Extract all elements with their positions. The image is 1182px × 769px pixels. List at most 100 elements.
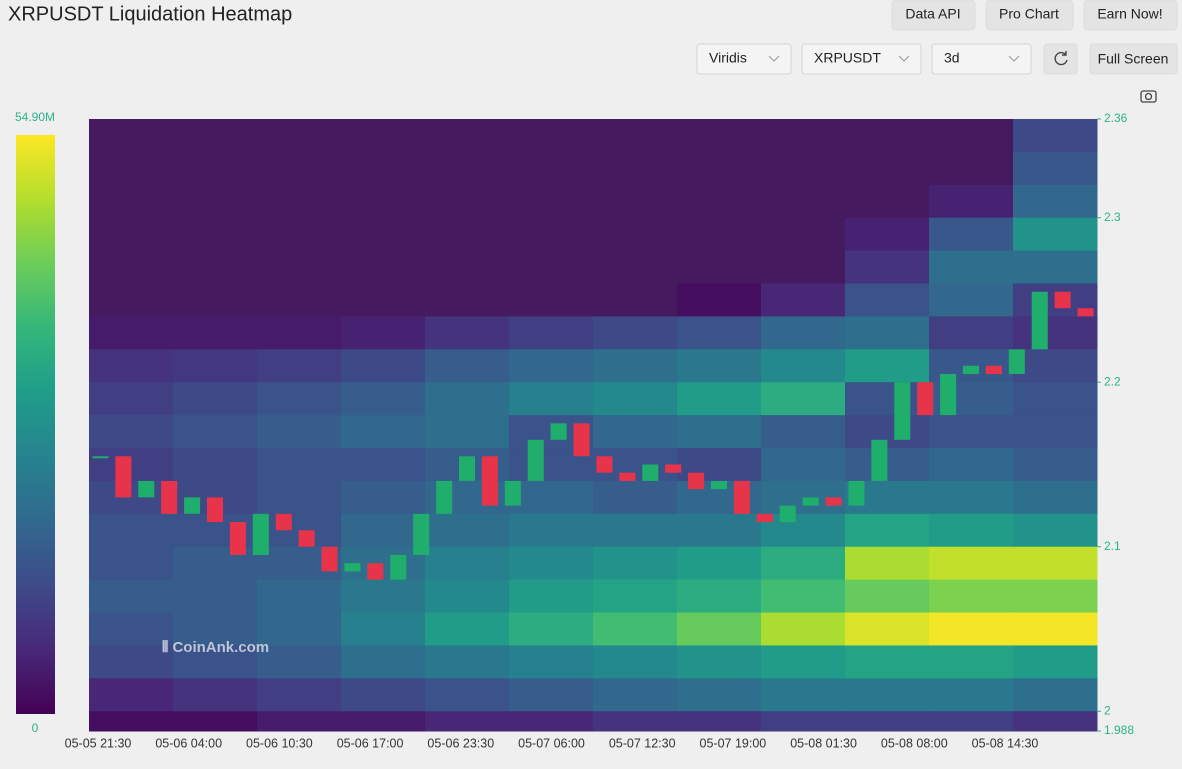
- chevron: [768, 55, 780, 62]
- watermark-text: CoinAnk.com: [172, 639, 269, 656]
- candle: [665, 464, 682, 473]
- refresh-icon[interactable]: [1054, 51, 1068, 66]
- heat-cell: [257, 579, 342, 614]
- heat-cell: [677, 678, 762, 712]
- heat-cell: [845, 579, 930, 614]
- button-label[interactable]: Earn Now!: [1097, 6, 1162, 22]
- heat-cell: [509, 480, 594, 515]
- heat-cell: [173, 645, 258, 679]
- candle: [802, 497, 819, 506]
- button-label[interactable]: Full Screen: [1098, 51, 1169, 67]
- heat-cell: [593, 711, 678, 732]
- candle: [504, 480, 521, 506]
- candle: [733, 480, 750, 514]
- candle: [229, 522, 246, 555]
- heat-cell: [341, 513, 426, 548]
- select-value[interactable]: XRPUSDT: [814, 50, 881, 66]
- candle: [710, 480, 728, 490]
- select-value[interactable]: 3d: [944, 50, 960, 66]
- heat-cell: [761, 448, 846, 482]
- heat-cell: [761, 415, 846, 449]
- camera-body[interactable]: [1140, 90, 1157, 103]
- range-select[interactable]: [931, 43, 1032, 75]
- button-label[interactable]: Data API: [905, 6, 960, 22]
- candle: [161, 480, 178, 514]
- chevron: [1008, 55, 1020, 62]
- y-tick-label: 2: [1104, 703, 1111, 717]
- symbol-select[interactable]: [801, 43, 922, 75]
- heat-cell: [509, 316, 594, 350]
- watermark: ⫴ CoinAnk.com: [162, 639, 269, 656]
- heat-cell: [677, 283, 762, 317]
- heat-cell: [593, 382, 678, 416]
- camera-icon[interactable]: [1140, 90, 1157, 103]
- data-api-button[interactable]: [891, 0, 976, 31]
- candle: [275, 513, 292, 531]
- earn-button[interactable]: [1083, 0, 1178, 31]
- button-label[interactable]: Pro Chart: [999, 6, 1059, 22]
- heat-cell: [929, 579, 1014, 614]
- heat-cell: [257, 415, 342, 449]
- candle: [688, 472, 705, 490]
- heat-cell: [761, 645, 846, 679]
- heat-cell: [593, 349, 678, 383]
- refresh-button[interactable]: [1043, 43, 1078, 75]
- candle: [481, 456, 498, 506]
- candle: [756, 513, 773, 523]
- heat-cell: [1013, 119, 1098, 153]
- colorscale-select[interactable]: [696, 43, 792, 75]
- heat-cell: [677, 546, 762, 581]
- candle: [344, 563, 361, 572]
- heat-cell: [1013, 546, 1098, 581]
- heat-cell: [929, 612, 1014, 646]
- candle: [1054, 291, 1071, 309]
- heat-cell: [845, 316, 930, 350]
- heat-cell: [761, 579, 846, 614]
- heat-cell: [845, 283, 930, 317]
- heat-cell: [257, 349, 342, 383]
- x-tick-label: 05-05 21:30: [65, 736, 132, 750]
- pro-chart-button[interactable]: [985, 0, 1074, 31]
- heat-cell: [341, 316, 426, 350]
- candle: [436, 480, 453, 514]
- heat-cell: [677, 645, 762, 679]
- heat-cell: [341, 579, 426, 614]
- heat-cell: [173, 579, 258, 614]
- candle: [825, 497, 842, 506]
- heat-cell: [509, 612, 594, 646]
- heat-cell: [593, 645, 678, 679]
- y-tick-label: 1.988: [1104, 723, 1134, 737]
- heat-cell: [89, 711, 174, 732]
- select-value[interactable]: Viridis: [709, 50, 747, 66]
- heat-cell: [677, 579, 762, 614]
- heat-cell: [593, 513, 678, 548]
- heat-cell: [1013, 382, 1098, 416]
- heat-cell: [929, 678, 1014, 712]
- heat-cell: [1013, 316, 1098, 350]
- heat-cell: [593, 316, 678, 350]
- heat-cell: [845, 546, 930, 581]
- heatmap: [89, 119, 1098, 732]
- full-screen-button[interactable]: [1089, 43, 1178, 75]
- heat-cell: [845, 250, 930, 285]
- heat-cell: [509, 546, 594, 581]
- heat-cell: [509, 382, 594, 416]
- candle: [252, 513, 269, 555]
- y-tick-label: 2.3: [1104, 210, 1121, 224]
- candle: [550, 423, 567, 440]
- camera-lens[interactable]: [1144, 92, 1153, 101]
- candle: [367, 563, 384, 580]
- heat-cell: [1013, 513, 1098, 548]
- x-tick-label: 05-06 04:00: [155, 736, 222, 750]
- heat-cell: [425, 612, 510, 646]
- heat-cell: [761, 283, 846, 317]
- heat-cell: [1013, 217, 1098, 252]
- heat-cell: [761, 711, 846, 732]
- heat-cell: [761, 349, 846, 383]
- heat-cell: [677, 612, 762, 646]
- heat-cell: [341, 448, 426, 482]
- heat-cell: [761, 316, 846, 350]
- heat-cell: [929, 513, 1014, 548]
- heat-cell: [341, 678, 426, 712]
- candle: [1031, 291, 1048, 350]
